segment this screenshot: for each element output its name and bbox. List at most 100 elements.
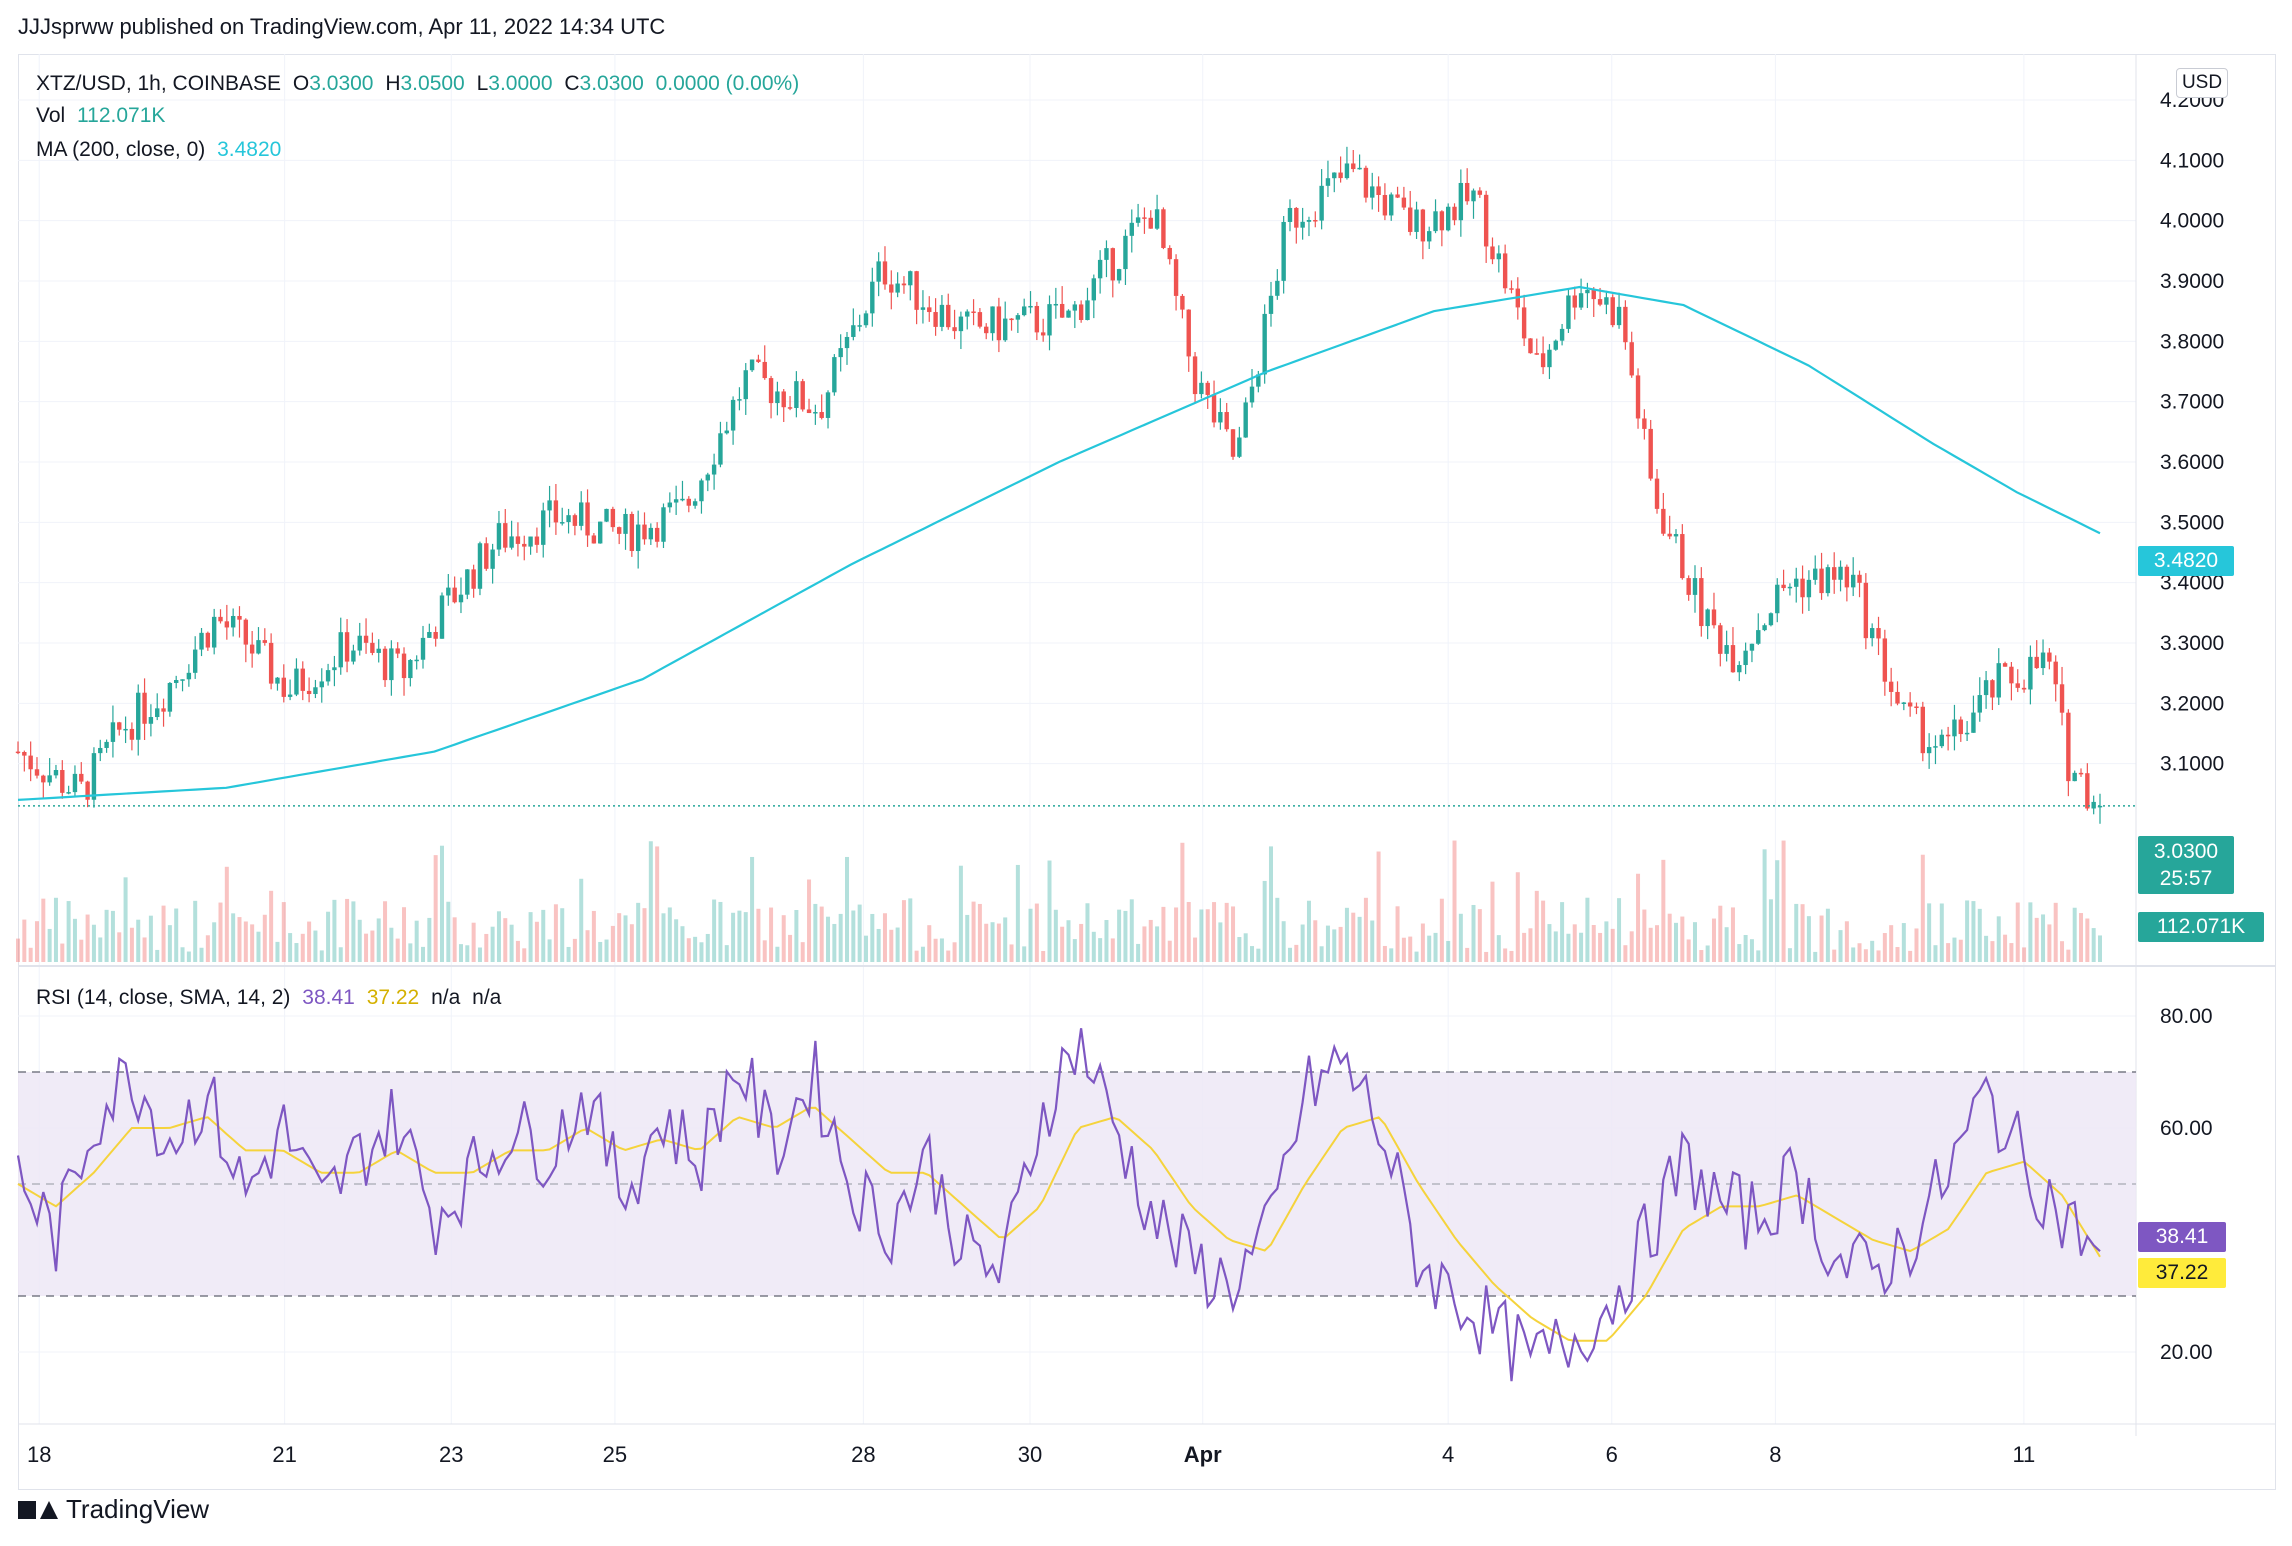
volume-legend[interactable]: Vol 112.071K — [36, 104, 171, 128]
volume-bar — [1946, 943, 1951, 962]
candle-body — [142, 692, 147, 724]
candle-body — [129, 728, 135, 740]
candle-body — [1344, 163, 1350, 179]
volume-bar — [72, 918, 77, 962]
volume-bar — [326, 911, 331, 962]
volume-bar — [34, 921, 39, 962]
volume-bar — [1060, 926, 1065, 962]
candle-body — [218, 616, 223, 622]
volume-bar — [1819, 915, 1824, 962]
volume-bar — [965, 914, 970, 962]
candle-body — [1888, 681, 1894, 692]
volume-bar — [1484, 951, 1489, 962]
candle-body — [1800, 578, 1805, 598]
candle-body — [420, 637, 426, 660]
volume-bar — [1718, 905, 1723, 962]
volume-bar — [1971, 901, 1976, 962]
candle-body — [1971, 712, 1976, 733]
volume-bar — [1250, 946, 1255, 962]
candle-body — [1534, 353, 1539, 355]
volume-bar — [1851, 947, 1856, 962]
volume-bar — [642, 908, 647, 962]
tradingview-brand[interactable]: TradingView — [18, 1494, 209, 1525]
candle-body — [2078, 772, 2084, 775]
candle-body — [1724, 645, 1729, 654]
candle-body — [2015, 683, 2020, 688]
volume-bar — [60, 943, 65, 962]
volume-bar — [1439, 898, 1444, 962]
candle-body — [870, 281, 875, 314]
volume-bar — [604, 939, 609, 962]
volume-bar — [1528, 928, 1533, 962]
candle-body — [1427, 231, 1432, 242]
candle-body — [825, 392, 831, 418]
candle-body — [718, 433, 723, 465]
volume-bar — [148, 915, 153, 962]
candle-body — [1009, 318, 1014, 321]
price-tick-label: 3.6000 — [2160, 451, 2224, 474]
candle-body — [1116, 269, 1122, 281]
candle-body — [1521, 307, 1527, 339]
candle-body — [351, 650, 356, 662]
candle-body — [1458, 182, 1464, 221]
candle-body — [281, 677, 286, 697]
candle-body — [1585, 290, 1590, 294]
volume-bar — [1420, 923, 1425, 962]
candle-body — [66, 792, 71, 794]
candle-body — [395, 648, 400, 654]
candle-body — [1844, 566, 1850, 588]
candle-body — [1528, 338, 1533, 354]
candle-body — [1623, 306, 1628, 343]
volume-bar — [1996, 916, 2001, 962]
candle-body — [1629, 342, 1634, 376]
candle-body — [1154, 209, 1160, 229]
price-tick-label: 3.8000 — [2160, 330, 2224, 353]
rsi-legend[interactable]: RSI (14, close, SMA, 14, 2) 38.41 37.22 … — [36, 986, 507, 1010]
volume-bar — [737, 910, 742, 962]
volume-bar — [1370, 920, 1375, 962]
candle-body — [15, 751, 21, 754]
candle-body — [338, 632, 343, 668]
candle-body — [566, 515, 571, 523]
candle-body — [1490, 246, 1495, 260]
candle-body — [117, 722, 122, 730]
volume-bar — [1009, 944, 1014, 962]
volume-bar — [16, 938, 20, 962]
volume-bar — [1237, 937, 1242, 962]
volume-bar — [180, 947, 185, 962]
volume-bar — [610, 925, 615, 962]
candle-body — [275, 677, 280, 684]
candle-body — [1332, 172, 1337, 179]
candle-body — [579, 502, 584, 526]
candle-body — [1351, 163, 1356, 170]
candle-body — [2059, 684, 2065, 713]
candle-body — [199, 632, 204, 650]
currency-button[interactable]: USD — [2176, 68, 2228, 98]
candle-body — [851, 325, 856, 337]
symbol-info[interactable]: XTZ/USD, 1h, COINBASE — [36, 72, 282, 95]
volume-bar — [851, 910, 856, 962]
candle-body — [98, 747, 103, 754]
candle-body — [490, 549, 495, 569]
volume-bar — [1110, 938, 1115, 962]
rsi-band-fill — [18, 1072, 2136, 1296]
rsi-sma-badge: 37.22 — [2138, 1258, 2226, 1288]
volume-bar — [1876, 950, 1881, 962]
candle-body — [110, 722, 116, 742]
volume-bar — [224, 866, 229, 962]
volume-bar — [1870, 940, 1875, 962]
candle-body — [1053, 303, 1059, 306]
ma-legend[interactable]: MA (200, close, 0) 3.4820 — [36, 138, 287, 162]
candle-body — [427, 632, 432, 638]
candle-body — [1313, 220, 1318, 222]
candle-body — [1825, 567, 1831, 594]
volume-bar — [952, 942, 957, 962]
volume-bar — [1933, 945, 1938, 962]
volume-bar — [927, 925, 932, 962]
volume-bar — [1471, 904, 1476, 962]
volume-bar — [750, 856, 755, 962]
candle-body — [673, 499, 679, 503]
volume-bar — [1231, 906, 1236, 962]
candle-body — [205, 632, 211, 648]
